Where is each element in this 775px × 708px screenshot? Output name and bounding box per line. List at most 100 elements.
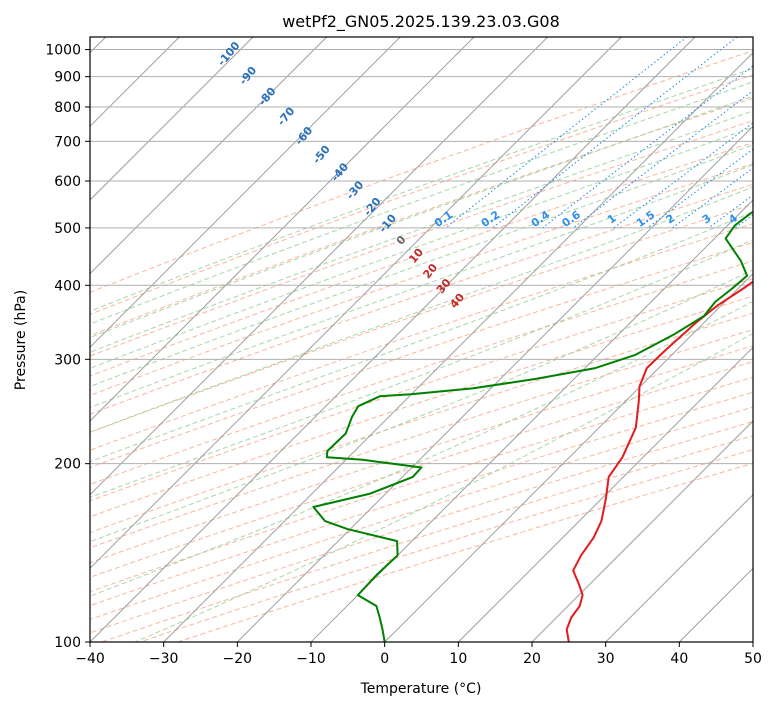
dry-adiabat-line [90, 278, 753, 502]
plot-frame [89, 36, 754, 643]
axis-ticks: −40 −30 −20 −10 0 10 20 30 40 5010020030040050060… [45, 43, 762, 667]
x-tick-label: 50 [744, 651, 762, 667]
dry-adiabat-line [90, 312, 753, 534]
dry-adiabat-line [90, 391, 753, 607]
chart-title: wetPf2_GN05.2025.139.23.03.G08 [282, 12, 560, 32]
plot-area: 0.10.20.40.611.52346810131620253036-100-… [90, 37, 775, 642]
mixing-ratio-label: 1.5 [634, 208, 657, 230]
moist-adiabat-line [90, 300, 753, 597]
dry-adiabat-line [90, 120, 753, 357]
mixing-ratio-label: 6 [765, 211, 775, 226]
isotherm-line [236, 125, 753, 642]
isotherm-line [531, 420, 753, 642]
dry-adiabat-line [90, 260, 753, 485]
moist-adiabat-line [90, 269, 753, 543]
isotherm-line [90, 37, 401, 349]
dry-adiabat-line [90, 50, 753, 293]
isotherm-line [752, 641, 753, 642]
x-tick-label: 40 [670, 651, 688, 667]
isotherm-line [310, 199, 753, 642]
x-tick-label: 0 [380, 651, 389, 667]
moist-adiabat-line [90, 81, 753, 325]
y-tick-label: 500 [54, 221, 81, 237]
isotherm-line [90, 37, 622, 570]
moist-adiabat-line [90, 126, 753, 369]
dry-adiabat-line [90, 329, 753, 549]
y-tick-label: 400 [54, 278, 81, 294]
x-tick-label: 10 [449, 651, 467, 667]
moist-adiabat-line [90, 110, 753, 353]
x-tick-label: −40 [75, 651, 105, 667]
y-tick-label: 200 [54, 457, 81, 473]
dry-adiabat-line [90, 74, 753, 315]
dry-adiabat-line [90, 203, 753, 433]
mixing-ratio-label: 0.2 [479, 208, 502, 230]
isotherm-line [384, 272, 753, 642]
isotherm-line [90, 37, 696, 642]
moist-adiabat-line [134, 332, 753, 642]
dry-adiabat-line [101, 435, 753, 642]
isotherm-line [90, 37, 254, 201]
isotherm-line [163, 51, 753, 642]
dry-adiabat-line [90, 97, 753, 337]
isotherm-line [457, 346, 753, 642]
dry-adiabat-label: -20 [361, 195, 384, 219]
x-tick-label: −20 [223, 651, 253, 667]
mixing-ratio-line [734, 214, 753, 229]
moist-adiabat-line [90, 144, 753, 388]
dry-adiabat-label: 30 [434, 276, 454, 296]
dry-adiabat-line [90, 345, 753, 564]
y-axis-label: Pressure (hPa) [13, 290, 29, 390]
dry-adiabat-line [90, 295, 753, 518]
isotherm-line [678, 567, 753, 642]
isotherm-line [90, 37, 549, 496]
mixing-ratio-label: 0.1 [432, 208, 455, 230]
dry-adiabat-label: -30 [344, 178, 367, 202]
dewpoint-profile-line [312, 211, 753, 642]
dry-adiabat-line [90, 223, 753, 451]
x-tick-label: −30 [149, 651, 179, 667]
dry-adiabat-line [90, 361, 753, 578]
dry-adiabat-line [90, 142, 753, 377]
moist-adiabat-line [90, 164, 753, 408]
x-tick-label: 20 [523, 651, 541, 667]
y-tick-label: 1000 [45, 43, 81, 59]
dry-adiabat-label: -70 [275, 104, 298, 128]
mixing-ratio-line [542, 65, 753, 229]
dry-adiabat-label: -10 [376, 211, 399, 235]
y-tick-label: 900 [54, 70, 81, 86]
y-tick-label: 100 [54, 635, 81, 651]
dry-adiabat-label: -100 [215, 39, 243, 69]
isotherm-line [90, 37, 475, 422]
dry-adiabat-line [90, 376, 753, 593]
dry-adiabat-label: 40 [447, 291, 467, 311]
dry-adiabat-label: -50 [310, 143, 333, 167]
mixing-ratio-line [572, 90, 753, 229]
moist-adiabat-line [90, 95, 753, 339]
y-tick-label: 800 [54, 100, 81, 116]
dry-adiabat-line [90, 163, 753, 396]
moist-adiabat-line [90, 211, 753, 463]
isotherm-line [605, 493, 753, 642]
dry-adiabat-label: 0 [394, 233, 409, 247]
y-tick-label: 600 [54, 174, 81, 190]
mixing-ratio-label: 3 [700, 212, 714, 227]
x-axis-label: Temperature (°C) [360, 681, 482, 697]
dry-adiabat-line [90, 241, 753, 469]
mixing-ratio-label: 0.4 [529, 208, 553, 230]
isotherm-line [90, 37, 328, 275]
y-tick-label: 700 [54, 134, 81, 150]
dry-adiabat-label: -60 [293, 124, 316, 148]
dry-adiabat-line [177, 462, 753, 642]
x-tick-label: −10 [296, 651, 326, 667]
dry-adiabat-label: -90 [237, 64, 260, 88]
moist-adiabat-line [90, 186, 753, 433]
mixing-ratio-label: 2 [664, 212, 678, 227]
x-tick-label: 30 [597, 651, 615, 667]
mixing-ratio-line [492, 37, 738, 229]
mixing-ratio-line [613, 122, 753, 229]
mixing-ratio-label: 1 [605, 212, 619, 227]
y-tick-label: 300 [54, 352, 81, 368]
moist-adiabat-line [90, 67, 753, 312]
